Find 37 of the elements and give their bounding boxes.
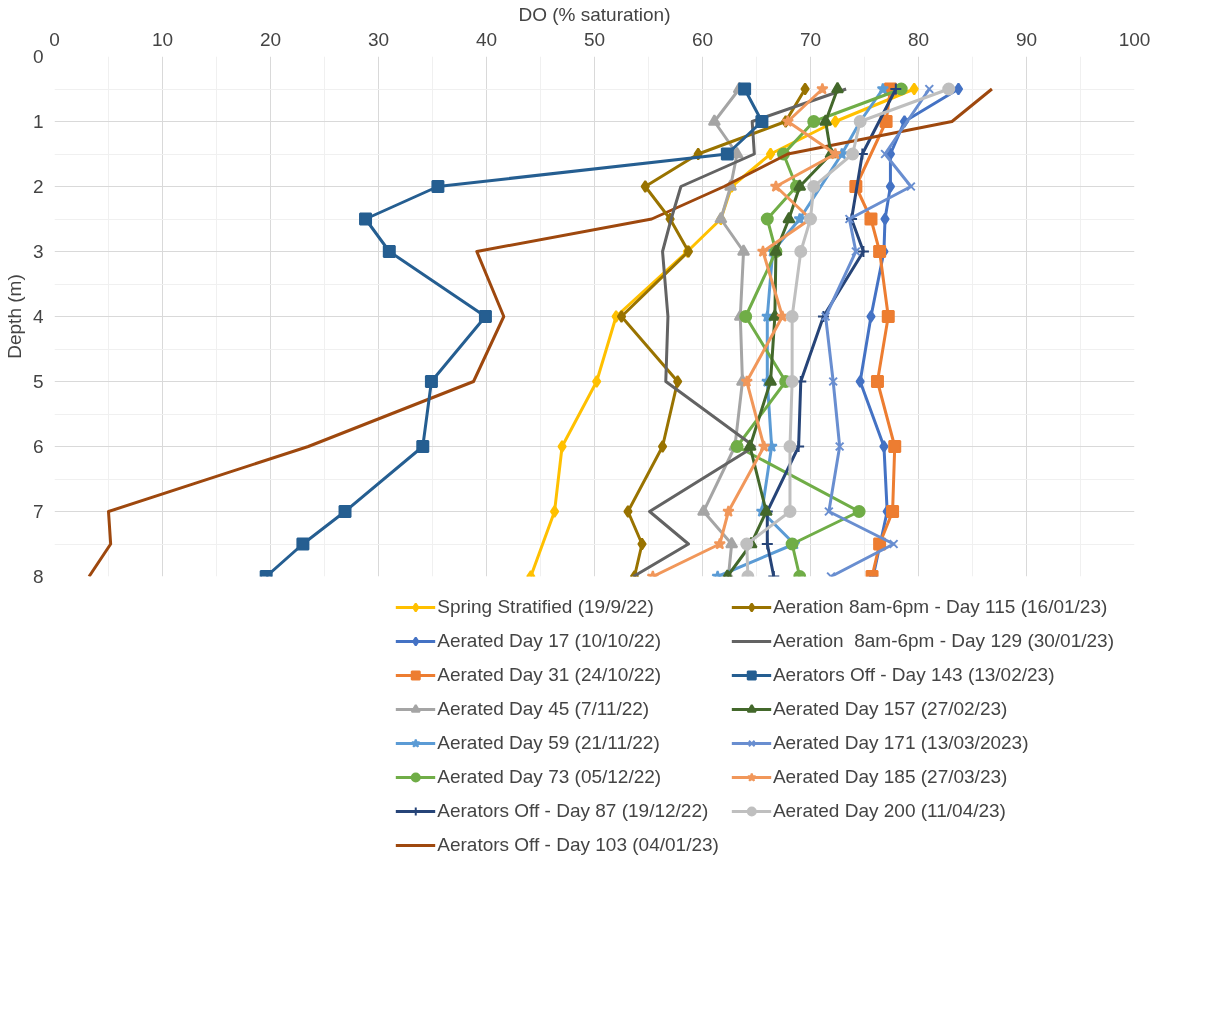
x-tick-label: 40	[475, 28, 498, 50]
y-tick-label: 8	[32, 566, 44, 587]
legend-label: Aerators Off - Day 143 (13/02/23)	[772, 664, 1055, 686]
x-tick-label: 60	[691, 28, 714, 50]
x-tick-label: 20	[259, 28, 282, 50]
legend-label: Spring Stratified (19/9/22)	[437, 596, 654, 618]
x-tick-label: 10	[151, 28, 174, 50]
legend-label: Aerated Day 73 (05/12/22)	[437, 766, 662, 788]
y-tick-label: 6	[32, 436, 44, 457]
legend-label: Aerators Off - Day 103 (04/01/23)	[437, 834, 719, 856]
y-tick-label: 2	[32, 176, 44, 197]
y-tick-label: 0	[32, 46, 44, 67]
legend-label: Aerated Day 200 (11/04/23)	[772, 800, 1006, 822]
legend-label: Aeration 8am-6pm - Day 129 (30/01/23)	[772, 630, 1114, 652]
y-tick-label: 3	[32, 241, 44, 262]
legend-label: Aerated Day 185 (27/03/23)	[772, 766, 1008, 788]
legend-label: Aeration 8am-6pm - Day 115 (16/01/23)	[772, 596, 1108, 618]
x-tick-label: 70	[799, 28, 822, 50]
legend-label: Aerated Day 59 (21/11/22)	[437, 732, 660, 754]
x-tick-label: 100	[1118, 28, 1151, 50]
y-axis-title: Depth (m)	[3, 274, 25, 359]
legend-label: Aerated Day 31 (24/10/22)	[437, 664, 662, 686]
x-tick-label: 90	[1015, 28, 1038, 50]
x-tick-label: 50	[583, 28, 606, 50]
y-tick-label: 4	[32, 306, 44, 327]
x-tick-label: 0	[49, 28, 60, 50]
legend-label: Aerated Day 171 (13/03/2023)	[772, 732, 1029, 754]
y-tick-label: 1	[32, 111, 44, 132]
legend-label: Aerated Day 157 (27/02/23)	[772, 698, 1008, 720]
y-tick-label: 5	[32, 371, 44, 392]
x-tick-label: 30	[367, 28, 390, 50]
y-tick-label: 7	[32, 501, 44, 522]
legend-label: Aerators Off - Day 87 (19/12/22)	[437, 800, 709, 822]
x-axis-title: DO (% saturation)	[518, 3, 671, 25]
legend-label: Aerated Day 45 (7/11/22)	[437, 698, 650, 720]
legend-label: Aerated Day 17 (10/10/22)	[437, 630, 662, 652]
x-tick-label: 80	[907, 28, 930, 50]
